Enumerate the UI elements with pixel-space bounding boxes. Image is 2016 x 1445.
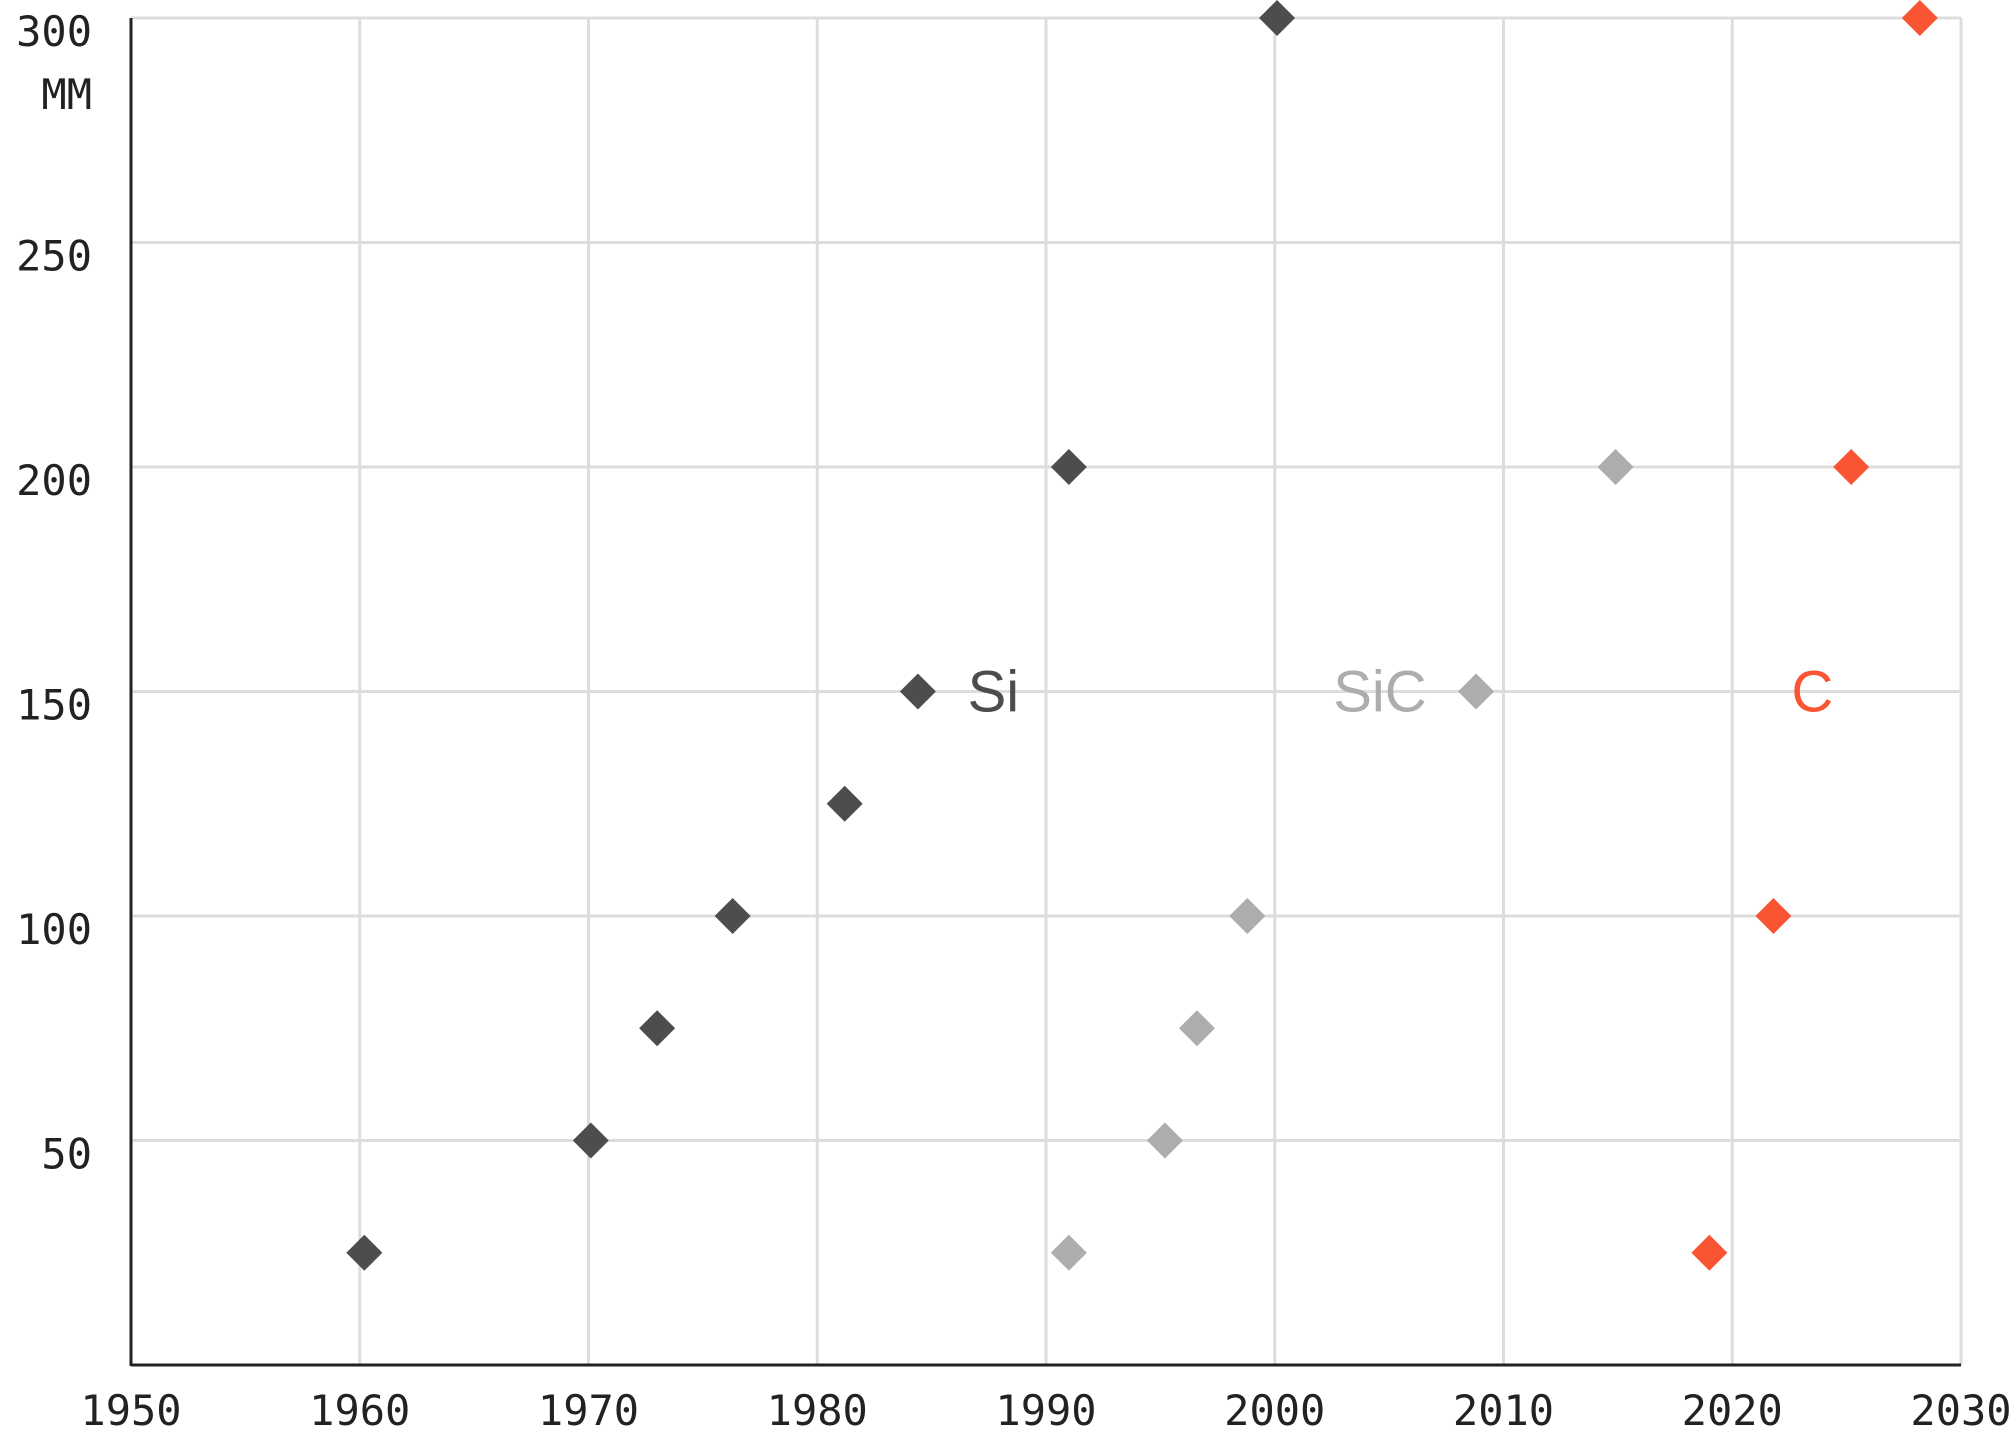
data-point-c (1901, 0, 1938, 36)
data-point-sic (1597, 449, 1634, 485)
series-labels: Si SiC C (968, 660, 1834, 725)
data-point-c (1833, 449, 1870, 485)
y-tick-label: 50 (41, 1130, 92, 1179)
gridlines (131, 16, 1963, 1365)
y-tick-label: 150 (16, 681, 92, 730)
data-point-sic (1146, 1122, 1183, 1159)
data-point-si (572, 1122, 609, 1159)
data-point-si (346, 1234, 383, 1271)
data-point-c (1755, 898, 1792, 934)
series-label-c: C (1791, 660, 1833, 725)
data-points (346, 0, 1938, 1271)
data-point-c (1691, 1234, 1728, 1271)
data-point-si (639, 1010, 676, 1047)
x-tick-label: 2030 (1910, 1386, 2011, 1435)
data-point-sic (1458, 673, 1495, 710)
x-tick-label: 1950 (80, 1386, 181, 1435)
x-tick-label: 2020 (1682, 1386, 1783, 1435)
y-axis-unit-label: MM (41, 70, 92, 119)
axes (129, 18, 1961, 1367)
data-point-si (714, 898, 751, 934)
x-tick-label: 1970 (538, 1386, 639, 1435)
x-tick-label: 2000 (1224, 1386, 1325, 1435)
y-tick-label: 200 (16, 456, 92, 505)
data-point-si (1050, 449, 1087, 485)
data-point-sic (1178, 1010, 1215, 1047)
data-point-si (899, 673, 936, 710)
data-point-si (1259, 0, 1296, 36)
x-tick-label: 1960 (309, 1386, 410, 1435)
tick-labels: 1950 1960 1970 1980 1990 2000 2010 2020 2030 50 10… (16, 7, 2011, 1435)
series-label-si: Si (968, 660, 1020, 725)
data-point-si (826, 785, 863, 822)
y-tick-label: 100 (16, 905, 92, 954)
x-tick-label: 1980 (767, 1386, 868, 1435)
x-tick-label: 2010 (1453, 1386, 1554, 1435)
y-tick-label: 300 (16, 7, 92, 56)
series-label-sic: SiC (1333, 660, 1426, 725)
data-point-sic (1050, 1234, 1087, 1271)
x-tick-label: 1990 (995, 1386, 1096, 1435)
data-point-sic (1229, 898, 1266, 934)
y-tick-label: 250 (16, 232, 92, 281)
